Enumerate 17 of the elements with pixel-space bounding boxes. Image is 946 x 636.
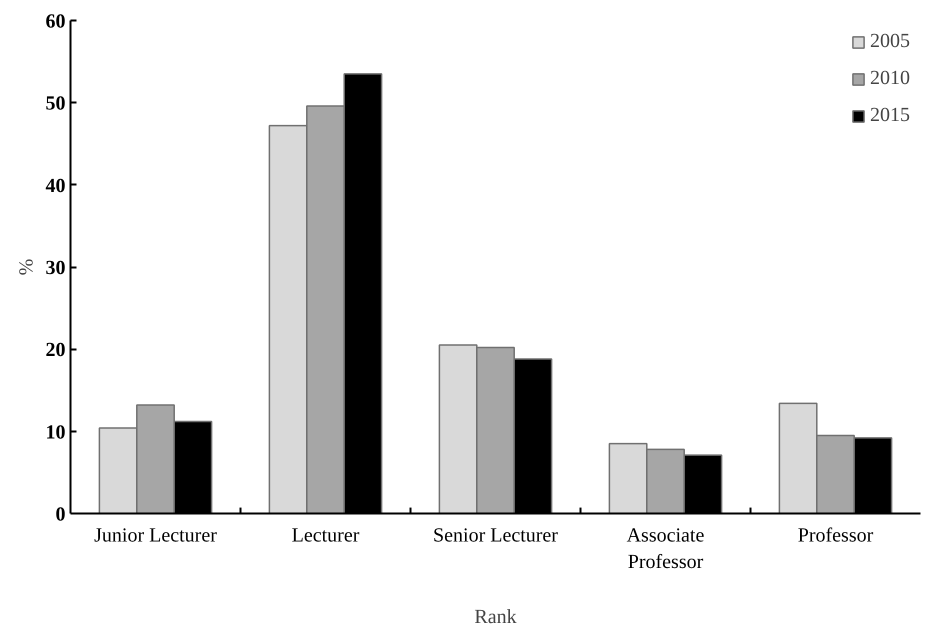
y-axis-title: % — [16, 258, 38, 276]
y-tick-label: 20 — [46, 339, 66, 362]
y-tick-label: 10 — [46, 421, 66, 444]
y-tick-label: 0 — [56, 504, 66, 526]
x-tick-label: Professor — [798, 524, 874, 546]
x-tick-label: Senior Lecturer — [433, 524, 558, 546]
legend-label: 2010 — [870, 67, 910, 90]
x-tick-label: Junior Lecturer — [94, 524, 218, 546]
y-tick-label: 40 — [46, 174, 66, 197]
legend-label: 2005 — [870, 30, 910, 53]
legend-label: 2015 — [870, 104, 910, 127]
y-tick-label: 60 — [46, 10, 66, 32]
y-tick-label: 30 — [46, 257, 66, 279]
y-tick-label: 50 — [46, 92, 66, 115]
x-axis-title: Rank — [474, 606, 517, 628]
x-tick-label: Associate Professor — [626, 524, 704, 573]
x-tick-label: Lecturer — [292, 524, 360, 546]
